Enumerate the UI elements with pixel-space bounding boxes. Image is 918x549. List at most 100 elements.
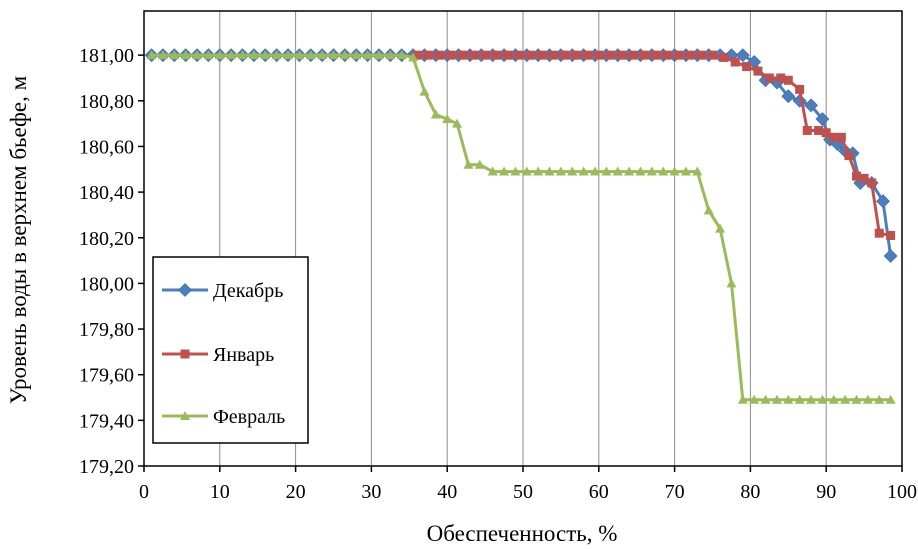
data-point (544, 166, 555, 176)
data-point (294, 50, 305, 60)
series-3 (146, 50, 896, 404)
data-point (260, 50, 271, 60)
data-point (146, 50, 157, 60)
y-tick-label: 179,40 (79, 410, 134, 432)
data-point (203, 50, 214, 60)
y-tick-label: 180,00 (79, 273, 134, 295)
vertical-gridlines (219, 11, 827, 466)
data-point (815, 112, 830, 126)
x-tick-label: 0 (139, 481, 149, 503)
data-point (673, 50, 683, 60)
data-point (817, 394, 828, 404)
data-point (776, 73, 786, 83)
x-axis-title: Обеспеченность, % (427, 521, 618, 546)
data-point (305, 50, 316, 60)
data-point (862, 394, 873, 404)
data-point (771, 394, 782, 404)
data-point (442, 114, 453, 124)
x-tick-label: 60 (589, 481, 609, 503)
data-point (423, 50, 433, 60)
data-point (339, 50, 350, 60)
legend-entry: Февраль (162, 406, 285, 428)
x-tick-label: 100 (887, 481, 917, 503)
data-point (271, 50, 282, 60)
data-point (885, 394, 896, 404)
data-point (180, 50, 191, 60)
x-tick-label: 70 (665, 481, 685, 503)
data-point (396, 50, 407, 60)
data-point (226, 50, 237, 60)
data-point (859, 173, 869, 183)
legend-swatch-marker (180, 411, 190, 420)
data-point (385, 50, 396, 60)
data-point (829, 132, 839, 142)
data-point (828, 394, 839, 404)
x-tick-label: 80 (740, 481, 760, 503)
data-point (612, 166, 623, 176)
data-point (685, 50, 695, 60)
data-point (248, 50, 259, 60)
data-point (408, 52, 419, 62)
data-point (430, 109, 441, 119)
data-point (802, 125, 812, 135)
legend-swatch-marker (178, 283, 192, 297)
legend: Декабрь Январь Февраль (152, 256, 309, 444)
data-point (480, 50, 490, 60)
data-point (533, 166, 544, 176)
data-point (582, 50, 592, 60)
data-point (651, 50, 661, 60)
data-point (463, 159, 474, 169)
data-point (646, 166, 657, 176)
data-point (662, 50, 672, 60)
data-point (783, 394, 794, 404)
data-point (514, 50, 524, 60)
data-point (214, 50, 225, 60)
data-point (487, 166, 498, 176)
data-point (639, 50, 649, 60)
series-line (416, 53, 891, 237)
data-point (781, 89, 796, 104)
data-point (804, 98, 818, 113)
data-point (852, 171, 862, 181)
data-point (764, 73, 774, 83)
legend-box (152, 256, 309, 444)
data-point (883, 249, 898, 263)
y-axis-title: Уровень воды в верхнем бьефе, м (6, 75, 31, 404)
data-point (571, 50, 581, 60)
data-point (317, 50, 328, 60)
data-point (795, 84, 805, 94)
y-tick-label: 180,40 (79, 182, 134, 204)
data-point (521, 166, 532, 176)
legend-label: Январь (213, 344, 274, 366)
data-point (840, 394, 851, 404)
data-point (474, 159, 485, 169)
data-point (753, 66, 763, 76)
data-point (157, 50, 168, 60)
data-point (237, 50, 248, 60)
data-point (624, 166, 635, 176)
data-point (692, 166, 703, 176)
data-point (874, 228, 884, 238)
data-point (783, 75, 793, 85)
data-point (452, 118, 463, 128)
y-tick-label: 180,20 (79, 228, 134, 250)
data-point (851, 394, 862, 404)
data-point (806, 394, 817, 404)
y-tick-label: 180,60 (79, 136, 134, 158)
series-2 (412, 50, 896, 240)
data-point (749, 394, 760, 404)
data-point (708, 50, 717, 60)
data-point (715, 223, 726, 233)
data-point (628, 50, 638, 60)
data-point (169, 50, 180, 60)
data-point (469, 50, 479, 60)
data-point (446, 50, 456, 60)
data-point (457, 50, 467, 60)
data-point (669, 166, 680, 176)
data-point (617, 50, 627, 60)
data-point (491, 50, 501, 60)
data-point (703, 205, 714, 215)
data-point (605, 50, 615, 60)
data-point (373, 50, 384, 60)
